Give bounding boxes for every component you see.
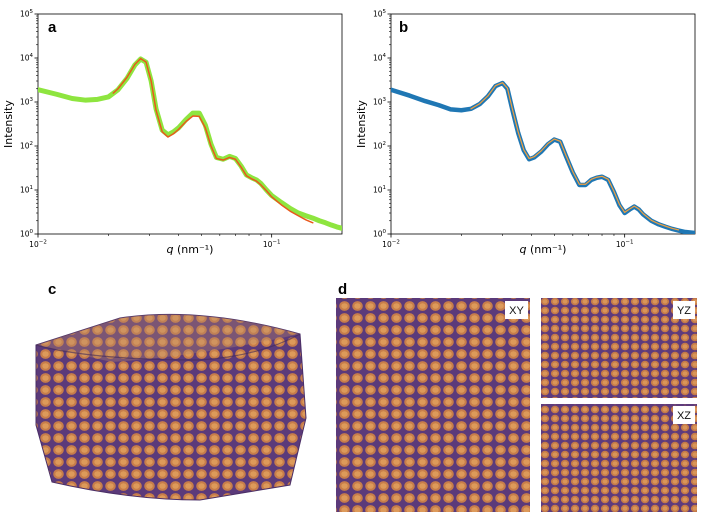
slice-xz-image [541, 404, 697, 512]
slice-xy-label: XY [509, 305, 524, 317]
x-axis-label-b-q: q [520, 243, 527, 256]
slice-xy-label-box [505, 301, 528, 319]
series-data-a [38, 56, 342, 231]
series-b [391, 80, 695, 234]
x-tick-base: 10 [382, 240, 392, 249]
slice-xz-label: XZ [677, 410, 691, 422]
y-tick-base: 10 [373, 230, 383, 239]
slice-xy-image [336, 298, 530, 512]
x-axis-label-a-unit: (nm⁻¹) [177, 243, 214, 256]
y-tick-base: 10 [373, 186, 383, 195]
y-tick-exp: 1 [383, 185, 387, 191]
y-tick-label-a: 102 [20, 141, 33, 151]
y-tick-base: 10 [20, 10, 30, 19]
x-axis-label-a-q: q [167, 243, 174, 256]
y-tick-exp: 1 [30, 185, 34, 191]
y-tick-label-a: 101 [20, 185, 33, 195]
x-tick-label-b: 10−1 [616, 240, 634, 250]
x-tick-base: 10 [616, 240, 626, 249]
y-tick-exp: 3 [30, 97, 34, 103]
y-axis-label-a: Intensity [2, 100, 15, 148]
slice-yz-image [541, 298, 697, 398]
y-tick-label-a: 103 [20, 97, 34, 107]
y-axis-label-b: Intensity [355, 100, 368, 148]
y-tick-exp: 2 [383, 141, 387, 147]
x-tick-label-b: 10−2 [382, 240, 400, 250]
y-tick-base: 10 [20, 54, 30, 63]
orthoslices: d XY YZ XZ [336, 281, 697, 512]
y-tick-label-a: 100 [20, 229, 34, 239]
volume-block [35, 313, 307, 501]
plot-frame-b [390, 13, 696, 235]
y-tick-exp: 5 [30, 9, 34, 15]
reconstruction-3d: c [35, 281, 307, 501]
series-fit-b [470, 82, 680, 231]
panel-label-c: c [48, 281, 56, 298]
slice-yz-label: YZ [677, 305, 691, 317]
y-tick-label-b: 102 [373, 141, 386, 151]
y-tick-base: 10 [20, 98, 30, 107]
y-tick-base: 10 [20, 186, 30, 195]
x-tick-base: 10 [29, 240, 39, 249]
slice-xz-label-box [673, 406, 695, 424]
y-tick-label-b: 105 [373, 9, 387, 19]
panel-label-d: d [338, 281, 347, 298]
y-tick-label-a: 104 [20, 53, 34, 63]
y-tick-exp: 4 [383, 53, 387, 59]
x-tick-base: 10 [263, 240, 273, 249]
volume-top-face [36, 314, 300, 362]
slice-yz-label-box [673, 301, 695, 319]
x-axis-label-a: q (nm⁻¹) [167, 243, 214, 256]
x-axis-label-b-unit: (nm⁻¹) [530, 243, 567, 256]
y-tick-label-b: 101 [373, 185, 386, 195]
x-tick-exp: −2 [39, 240, 47, 246]
series-a [38, 56, 342, 231]
plot-frame-a [37, 13, 343, 235]
x-tick-exp: −1 [625, 240, 633, 246]
y-tick-exp: 2 [30, 141, 34, 147]
y-tick-base: 10 [20, 142, 30, 151]
series-data-b [391, 80, 695, 234]
x-tick-label-a: 10−2 [29, 240, 47, 250]
volume-top-edge [35, 333, 301, 361]
y-tick-label-b: 100 [373, 229, 387, 239]
y-tick-base: 10 [373, 54, 383, 63]
series-fit-a [112, 57, 314, 224]
y-tick-base: 10 [373, 142, 383, 151]
y-tick-label-a: 105 [20, 9, 34, 19]
y-tick-label-b: 103 [373, 97, 387, 107]
x-axis-label-b: q (nm⁻¹) [520, 243, 567, 256]
x-tick-label-a: 10−1 [263, 240, 281, 250]
y-tick-label-b: 104 [373, 53, 387, 63]
y-tick-base: 10 [20, 230, 30, 239]
y-tick-base: 10 [373, 10, 383, 19]
x-tick-exp: −2 [392, 240, 400, 246]
x-tick-exp: −1 [272, 240, 280, 246]
panel-label-b: b [399, 19, 408, 36]
y-tick-exp: 0 [383, 229, 387, 235]
y-tick-exp: 3 [383, 97, 387, 103]
y-tick-exp: 5 [383, 9, 387, 15]
y-tick-exp: 4 [30, 53, 34, 59]
y-tick-exp: 0 [30, 229, 34, 235]
y-tick-base: 10 [373, 98, 383, 107]
panel-label-a: a [48, 19, 57, 36]
